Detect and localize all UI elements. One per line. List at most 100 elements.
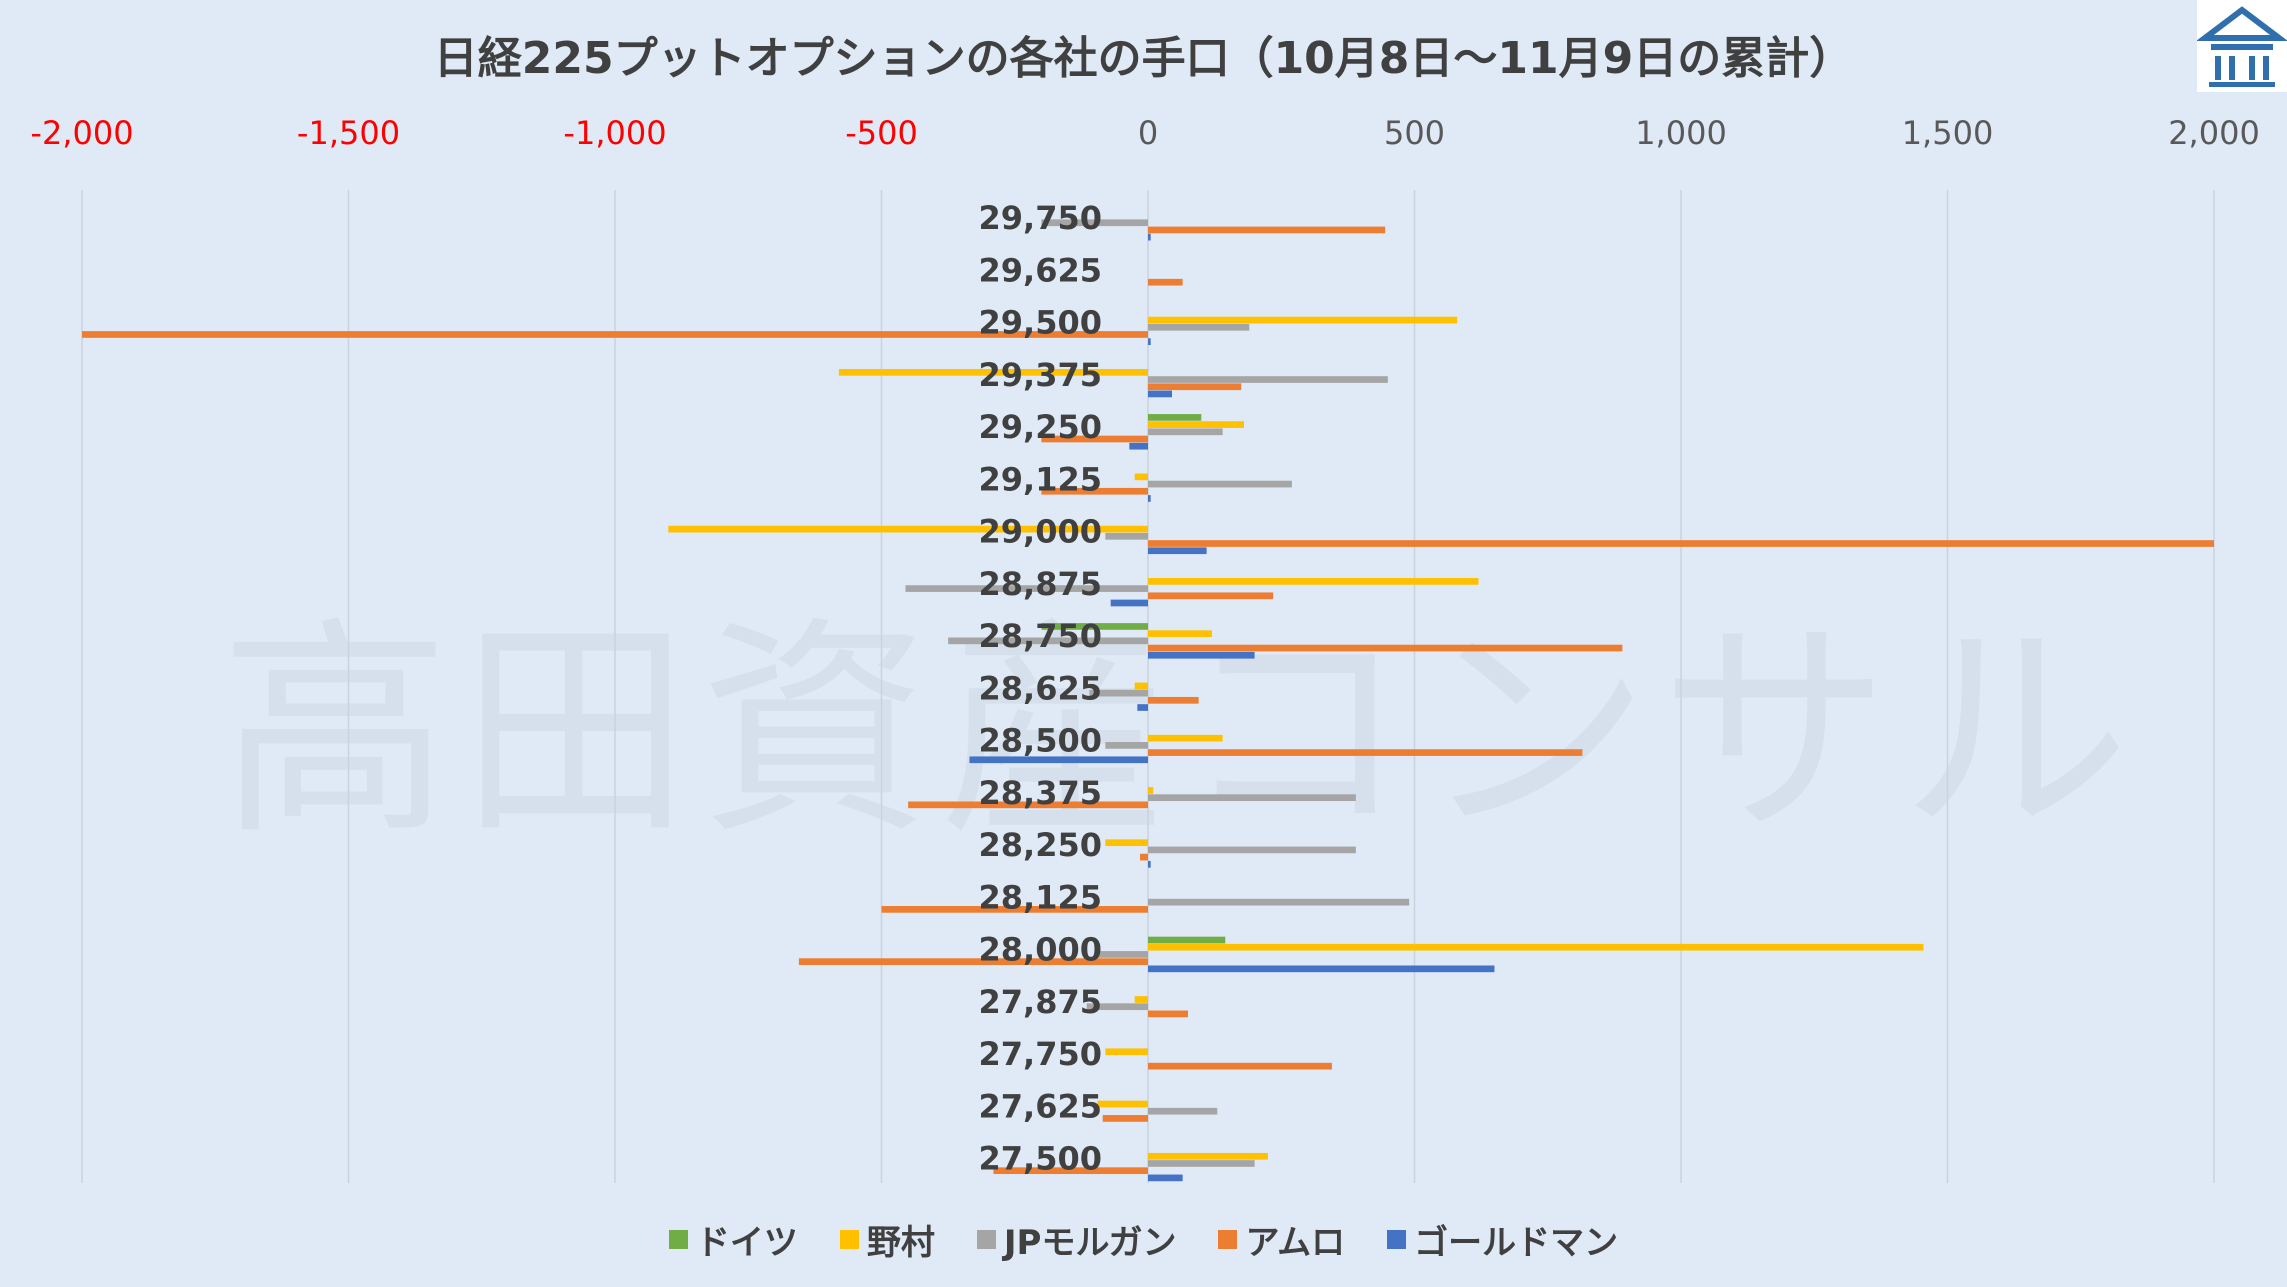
bar bbox=[1148, 480, 1292, 488]
category-label: 28,000 bbox=[979, 931, 1102, 969]
bar bbox=[1148, 1174, 1183, 1182]
bar bbox=[1086, 1003, 1148, 1011]
bar bbox=[1148, 414, 1202, 421]
legend-item: ドイツ bbox=[668, 1215, 798, 1264]
bar bbox=[838, 368, 1148, 376]
bar bbox=[1137, 704, 1148, 711]
bar bbox=[1148, 630, 1212, 638]
category-label: 28,250 bbox=[979, 826, 1102, 864]
bar bbox=[1148, 936, 1226, 944]
x-tick-label: 0 bbox=[1138, 114, 1158, 152]
legend-swatch bbox=[1387, 1230, 1407, 1249]
bar bbox=[82, 331, 1148, 338]
x-tick-label: 1,000 bbox=[1635, 114, 1727, 152]
legend-item: ゴールドマン bbox=[1387, 1215, 1618, 1264]
bar bbox=[1148, 226, 1386, 234]
bar bbox=[1041, 623, 1148, 630]
bar bbox=[1148, 794, 1356, 801]
bar bbox=[1105, 532, 1148, 540]
bar bbox=[1148, 428, 1223, 436]
category-label: 29,125 bbox=[979, 460, 1102, 498]
x-tick-label: 2,000 bbox=[2168, 114, 2260, 152]
bar bbox=[1148, 1010, 1188, 1018]
category-label: 29,750 bbox=[979, 199, 1102, 237]
bar bbox=[1148, 749, 1583, 756]
category-label: 27,750 bbox=[979, 1035, 1102, 1073]
bar bbox=[1110, 599, 1148, 607]
bar bbox=[1148, 316, 1458, 324]
bar bbox=[1148, 1160, 1255, 1167]
category-label: 28,750 bbox=[979, 617, 1102, 655]
category-label: 29,625 bbox=[979, 251, 1102, 289]
bar bbox=[1148, 323, 1250, 331]
bar bbox=[1148, 421, 1244, 428]
legend-item: 野村 bbox=[839, 1215, 935, 1264]
bar bbox=[1148, 233, 1151, 241]
bar bbox=[993, 1167, 1148, 1175]
bar bbox=[948, 637, 1148, 645]
bar bbox=[1140, 853, 1148, 861]
bar bbox=[1148, 592, 1274, 600]
legend-swatch bbox=[976, 1230, 996, 1249]
legend-swatch bbox=[839, 1230, 859, 1249]
category-label: 28,125 bbox=[979, 878, 1102, 916]
bar bbox=[1148, 898, 1410, 906]
bar bbox=[1148, 943, 1924, 951]
company-logo bbox=[2196, 0, 2287, 92]
category-label: 28,875 bbox=[979, 565, 1102, 603]
category-label: 27,625 bbox=[979, 1087, 1102, 1125]
bar bbox=[908, 801, 1148, 809]
bar bbox=[1148, 578, 1479, 585]
legend-label: 野村 bbox=[866, 1223, 935, 1263]
bar bbox=[1105, 839, 1148, 847]
bar bbox=[1148, 547, 1207, 555]
bar bbox=[881, 906, 1148, 913]
bar bbox=[1148, 651, 1255, 659]
bar bbox=[1041, 435, 1148, 443]
bar bbox=[1148, 338, 1151, 346]
bar bbox=[668, 525, 1148, 533]
bar bbox=[1148, 734, 1223, 742]
bar bbox=[1097, 1100, 1148, 1108]
category-label: 27,875 bbox=[979, 983, 1102, 1021]
category-label: 28,375 bbox=[979, 774, 1102, 812]
chart-title: 日経225プットオプションの各社の手口（10月8日～11月9日の累計） bbox=[433, 33, 1854, 84]
bar bbox=[1134, 682, 1148, 690]
legend-swatch bbox=[1218, 1230, 1238, 1249]
category-label: 28,500 bbox=[979, 722, 1102, 760]
bar bbox=[1148, 495, 1151, 502]
bar bbox=[905, 585, 1148, 592]
x-tick-label: 500 bbox=[1384, 114, 1445, 152]
bar bbox=[1148, 965, 1495, 973]
bar bbox=[1148, 1107, 1218, 1115]
bar bbox=[1148, 696, 1199, 704]
bar bbox=[1102, 1115, 1148, 1122]
x-tick-label: 1,500 bbox=[1902, 114, 1994, 152]
x-tick-label: -500 bbox=[845, 114, 918, 152]
category-label: 27,500 bbox=[979, 1140, 1102, 1178]
category-label: 29,250 bbox=[979, 408, 1102, 446]
category-label: 29,375 bbox=[979, 356, 1102, 394]
bar bbox=[1094, 951, 1148, 958]
bar bbox=[1148, 278, 1183, 286]
category-label: 28,625 bbox=[979, 669, 1102, 707]
legend-label: アムロ bbox=[1245, 1223, 1346, 1263]
bar bbox=[798, 958, 1148, 965]
category-label: 29,000 bbox=[979, 513, 1102, 551]
bar bbox=[1148, 846, 1356, 854]
legend-item: JPモルガン bbox=[976, 1215, 1177, 1264]
bar bbox=[1129, 442, 1148, 450]
bar bbox=[1134, 473, 1148, 481]
bar bbox=[1148, 376, 1388, 383]
bar bbox=[1105, 742, 1148, 749]
bar bbox=[1134, 996, 1148, 1003]
bar bbox=[1148, 540, 2214, 547]
legend-label: JPモルガン bbox=[1003, 1223, 1177, 1263]
bar bbox=[1041, 219, 1148, 227]
x-tick-label: -2,000 bbox=[30, 114, 133, 152]
legend-label: ドイツ bbox=[695, 1223, 798, 1263]
x-tick-label: -1,500 bbox=[297, 114, 400, 152]
bar bbox=[1148, 644, 1623, 652]
bar bbox=[969, 756, 1148, 764]
legend-label: ゴールドマン bbox=[1414, 1223, 1619, 1263]
